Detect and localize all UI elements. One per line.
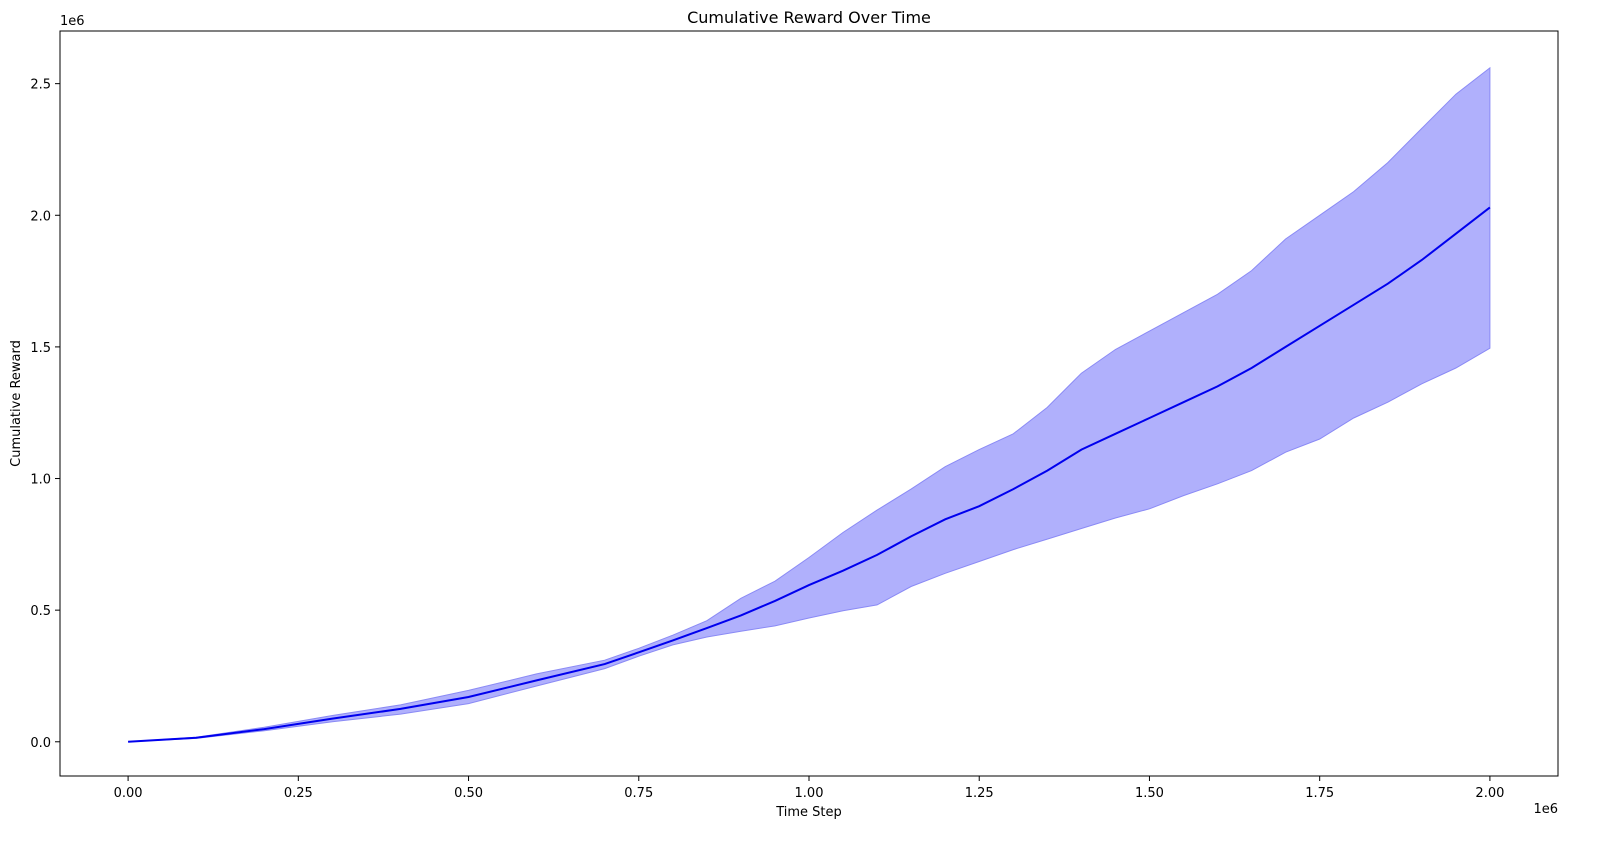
y-axis-offset-text: 1e6 — [60, 14, 85, 29]
x-axis-label: Time Step — [775, 805, 842, 820]
x-tick-label: 1.00 — [795, 786, 824, 801]
plot-area — [128, 66, 1491, 743]
x-tick-label: 1.50 — [1135, 786, 1164, 801]
x-tick-label: 2.00 — [1475, 786, 1504, 801]
x-tick-label: 0.75 — [624, 786, 653, 801]
x-axis-offset-text: 1e6 — [1533, 802, 1558, 817]
x-axis: 0.00 0.25 0.50 0.75 1.00 1.25 1.50 1.75 2.00 — [114, 776, 1504, 801]
y-axis: 0.0 0.5 1.0 1.5 2.0 2.5 — [30, 78, 60, 751]
y-tick-label: 1.0 — [30, 473, 51, 488]
y-tick-label: 0.5 — [30, 604, 51, 619]
x-tick-label: 1.75 — [1305, 786, 1334, 801]
x-tick-label: 0.50 — [454, 786, 483, 801]
y-tick-label: 1.5 — [30, 341, 51, 356]
x-tick-label: 1.25 — [965, 786, 994, 801]
y-tick-label: 0.0 — [30, 736, 51, 751]
y-axis-label: Cumulative Reward — [9, 340, 24, 467]
y-tick-label: 2.0 — [30, 209, 51, 224]
y-tick-label: 2.5 — [30, 78, 51, 93]
x-tick-label: 0.25 — [284, 786, 313, 801]
mean-line — [128, 206, 1491, 743]
chart-title: Cumulative Reward Over Time — [687, 8, 931, 27]
x-tick-label: 0.00 — [114, 786, 143, 801]
